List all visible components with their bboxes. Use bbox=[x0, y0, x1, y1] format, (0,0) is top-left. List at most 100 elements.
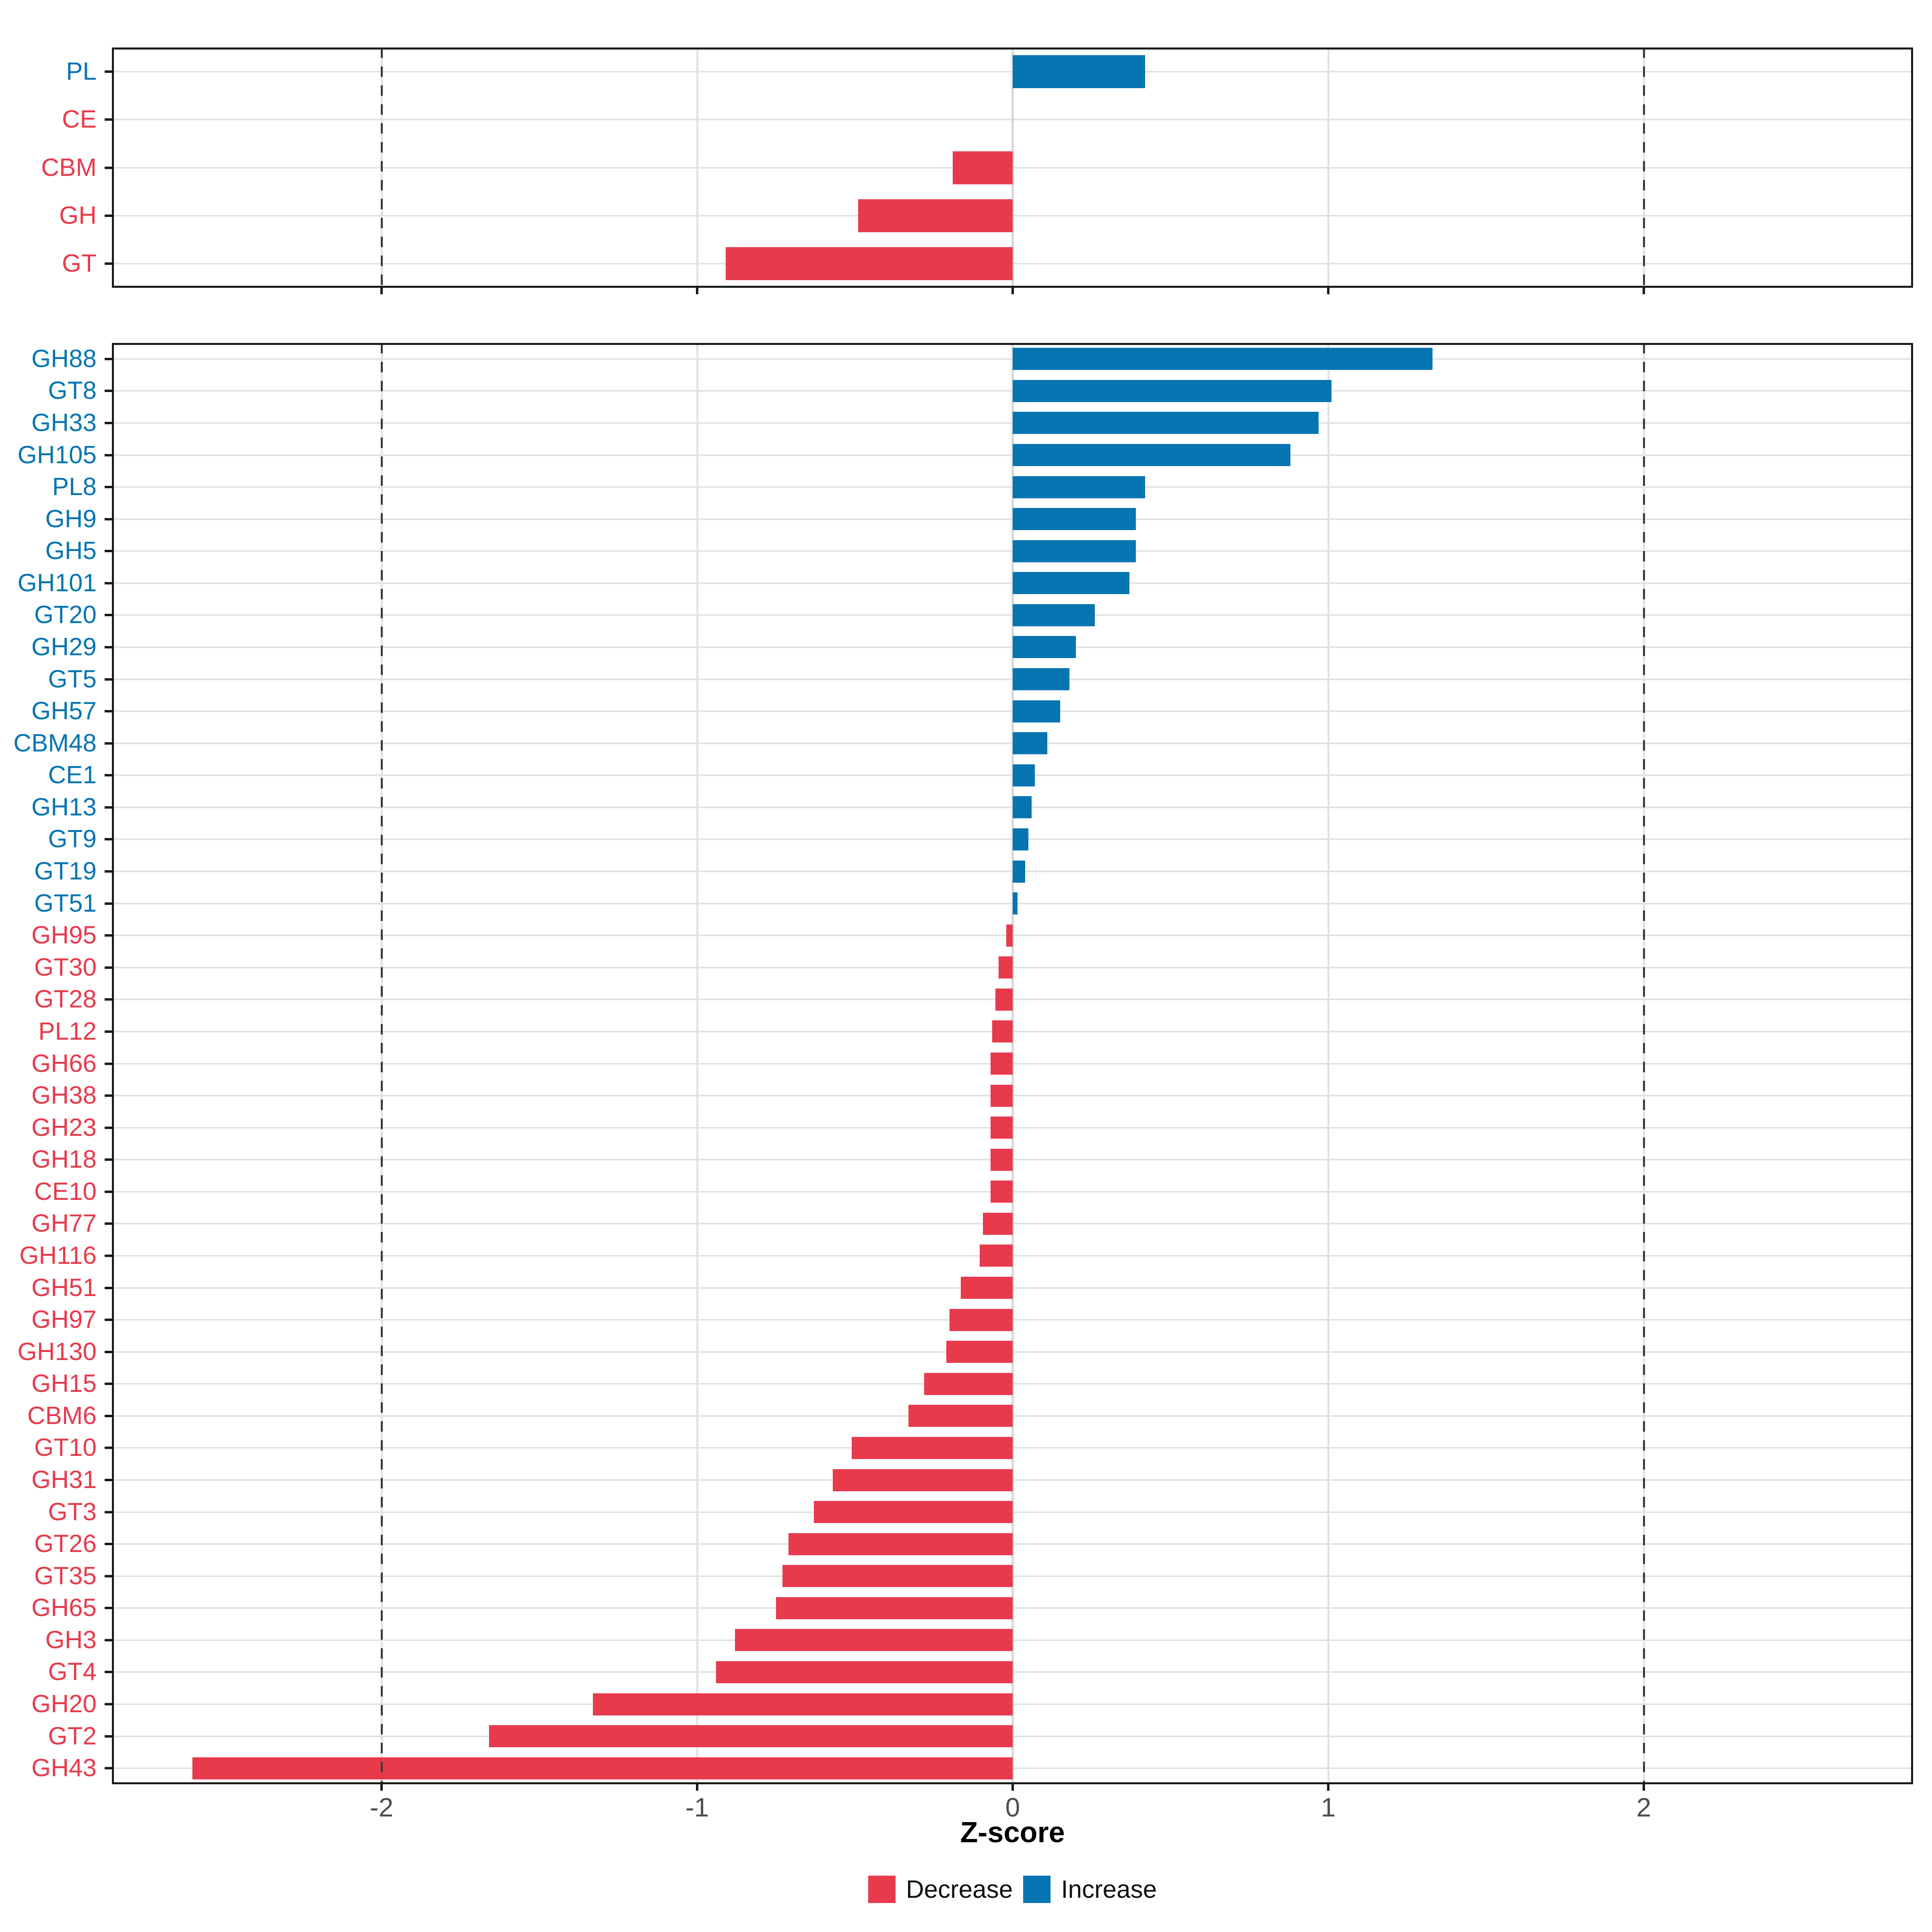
bar-GH38 bbox=[991, 1085, 1013, 1107]
bar-GH13 bbox=[1013, 796, 1032, 818]
gridline-vertical-0 bbox=[1011, 47, 1014, 288]
row-tick-GT51 bbox=[105, 902, 112, 905]
row-label-GH: GH bbox=[59, 202, 97, 229]
panel-xtick--2 bbox=[380, 1784, 383, 1791]
row-label-GT3: GT3 bbox=[48, 1498, 97, 1526]
bar-GT28 bbox=[995, 989, 1013, 1011]
bar-GT4 bbox=[716, 1661, 1013, 1683]
row-tick-PL bbox=[105, 70, 112, 73]
row-label-GH23: GH23 bbox=[31, 1114, 97, 1141]
bar-GH97 bbox=[949, 1309, 1013, 1331]
row-tick-GH bbox=[105, 215, 112, 217]
dashed-guide-2 bbox=[1643, 343, 1645, 1784]
row-tick-GH9 bbox=[105, 518, 112, 520]
row-tick-GT30 bbox=[105, 966, 112, 969]
bar-GT2 bbox=[489, 1725, 1013, 1747]
row-label-GH5: GH5 bbox=[45, 537, 97, 565]
row-tick-CBM6 bbox=[105, 1415, 112, 1417]
row-tick-GH20 bbox=[105, 1703, 112, 1705]
panel-xtick-0 bbox=[1011, 288, 1014, 294]
bar-GH29 bbox=[1013, 636, 1076, 658]
row-label-GH13: GH13 bbox=[31, 793, 97, 821]
row-label-GH31: GH31 bbox=[31, 1466, 97, 1494]
row-label-GH3: GH3 bbox=[45, 1626, 97, 1654]
row-label-GH66: GH66 bbox=[31, 1050, 97, 1077]
bar-CE1 bbox=[1013, 764, 1035, 786]
bar-GT20 bbox=[1013, 604, 1095, 626]
bar-GT9 bbox=[1013, 828, 1028, 850]
row-label-GH9: GH9 bbox=[45, 505, 97, 533]
row-tick-PL12 bbox=[105, 1030, 112, 1033]
row-tick-GT4 bbox=[105, 1671, 112, 1673]
row-label-GH88: GH88 bbox=[31, 345, 97, 373]
row-label-CBM: CBM bbox=[41, 154, 97, 182]
panel-xtick-2 bbox=[1643, 1784, 1645, 1791]
row-label-GH20: GH20 bbox=[31, 1690, 97, 1718]
row-label-GH105: GH105 bbox=[17, 441, 97, 469]
bar-CE10 bbox=[991, 1181, 1013, 1203]
bar-CBM bbox=[953, 151, 1013, 184]
bar-GH51 bbox=[961, 1277, 1013, 1299]
bar-GT3 bbox=[814, 1501, 1013, 1523]
bar-CBM48 bbox=[1013, 732, 1047, 754]
row-label-GH65: GH65 bbox=[31, 1594, 97, 1622]
row-tick-GH5 bbox=[105, 550, 112, 552]
x-tick-label-2: 2 bbox=[1636, 1792, 1651, 1822]
panel-border-cazyme-class-summary bbox=[112, 47, 1913, 288]
bar-GH130 bbox=[946, 1341, 1013, 1363]
bar-GH65 bbox=[776, 1597, 1013, 1619]
row-label-GH38: GH38 bbox=[31, 1082, 97, 1109]
row-tick-GH95 bbox=[105, 934, 112, 937]
dashed-guide--2 bbox=[381, 343, 383, 1784]
row-tick-CE10 bbox=[105, 1191, 112, 1193]
row-tick-GH77 bbox=[105, 1222, 112, 1225]
row-tick-CE1 bbox=[105, 774, 112, 776]
row-tick-GH15 bbox=[105, 1383, 112, 1385]
bar-GH33 bbox=[1013, 412, 1319, 434]
row-tick-PL8 bbox=[105, 486, 112, 488]
row-label-GT30: GT30 bbox=[34, 954, 97, 981]
row-tick-GH57 bbox=[105, 710, 112, 712]
row-tick-GH23 bbox=[105, 1127, 112, 1129]
row-label-GH57: GH57 bbox=[31, 697, 97, 725]
x-tick-label-0: 0 bbox=[1005, 1792, 1020, 1822]
bar-GH105 bbox=[1013, 444, 1290, 466]
bar-GH31 bbox=[833, 1469, 1013, 1491]
row-tick-GT bbox=[105, 262, 112, 265]
panel-xtick--1 bbox=[696, 1784, 698, 1791]
bar-PL8 bbox=[1013, 476, 1145, 498]
row-label-GT: GT bbox=[62, 250, 97, 277]
row-tick-GH38 bbox=[105, 1094, 112, 1097]
row-tick-GH65 bbox=[105, 1607, 112, 1609]
row-label-GH116: GH116 bbox=[19, 1242, 97, 1269]
dashed-guide-2 bbox=[1643, 47, 1645, 288]
row-tick-GT5 bbox=[105, 678, 112, 681]
bar-GH23 bbox=[991, 1117, 1013, 1139]
row-label-GH130: GH130 bbox=[17, 1338, 97, 1366]
bar-GH95 bbox=[1006, 925, 1013, 947]
x-tick-label--1: -1 bbox=[685, 1792, 709, 1822]
row-label-GT9: GT9 bbox=[48, 825, 97, 853]
bar-GT26 bbox=[788, 1533, 1013, 1555]
bar-GH66 bbox=[991, 1053, 1013, 1075]
row-tick-GT20 bbox=[105, 614, 112, 616]
legend: Decrease Increase bbox=[112, 1874, 1913, 1905]
row-label-CBM6: CBM6 bbox=[27, 1402, 97, 1430]
panel-border-cazyme-family-detail bbox=[112, 343, 1913, 1784]
bar-GH5 bbox=[1013, 540, 1136, 562]
row-tick-GT28 bbox=[105, 998, 112, 1001]
bar-GT19 bbox=[1013, 861, 1025, 883]
panel-xtick-0 bbox=[1011, 1784, 1014, 1791]
panel-xtick--2 bbox=[380, 288, 383, 294]
panel-xtick--1 bbox=[696, 288, 698, 294]
bar-GT10 bbox=[852, 1437, 1013, 1459]
bar-GT8 bbox=[1013, 380, 1331, 402]
bar-PL12 bbox=[992, 1020, 1013, 1042]
row-label-GT19: GT19 bbox=[34, 857, 97, 885]
legend-key-increase-swatch bbox=[1023, 1876, 1051, 1903]
panel-xtick-1 bbox=[1327, 1784, 1329, 1791]
bar-GH43 bbox=[192, 1757, 1013, 1779]
row-tick-GH116 bbox=[105, 1255, 112, 1257]
bar-GH bbox=[858, 199, 1013, 232]
row-tick-GH18 bbox=[105, 1158, 112, 1161]
